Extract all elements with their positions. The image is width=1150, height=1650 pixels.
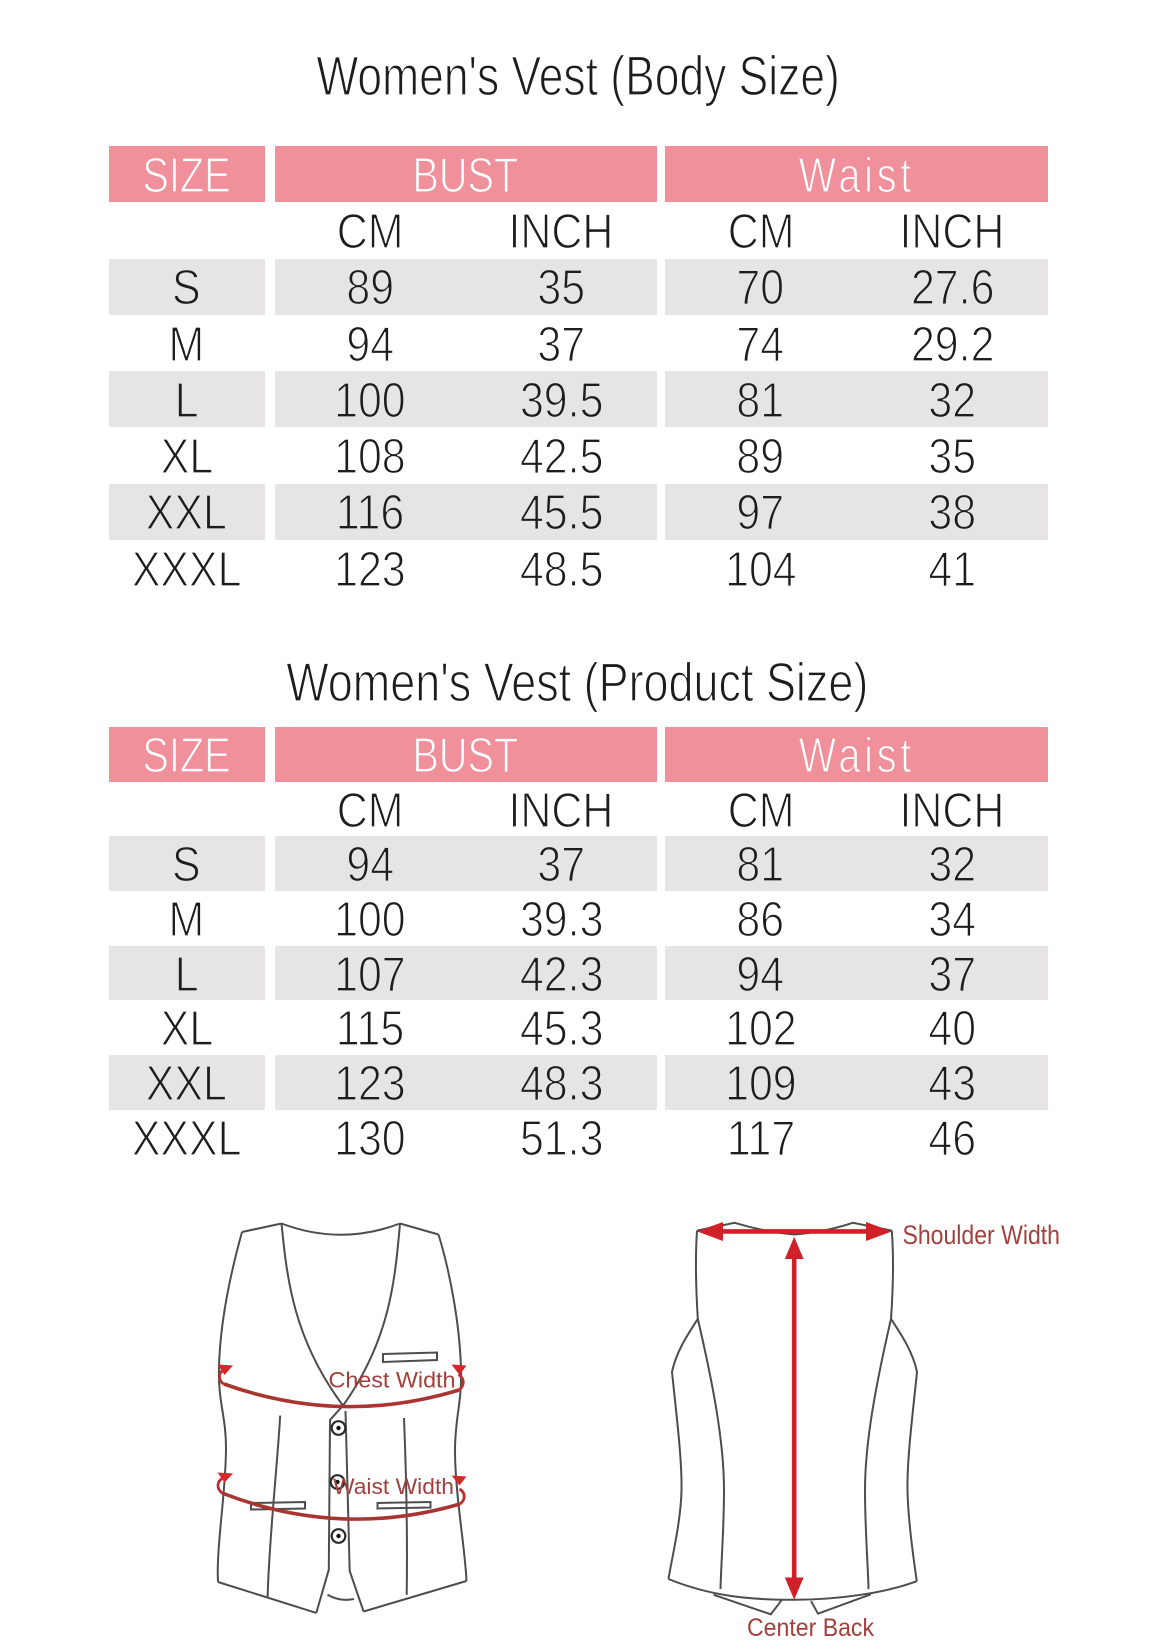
svg-text:Chest Width: Chest Width [329,1368,456,1393]
svg-text:Center Back: Center Back [747,1614,874,1642]
svg-text:Waist Width: Waist Width [333,1474,454,1499]
svg-text:Shoulder Width: Shoulder Width [903,1220,1061,1250]
